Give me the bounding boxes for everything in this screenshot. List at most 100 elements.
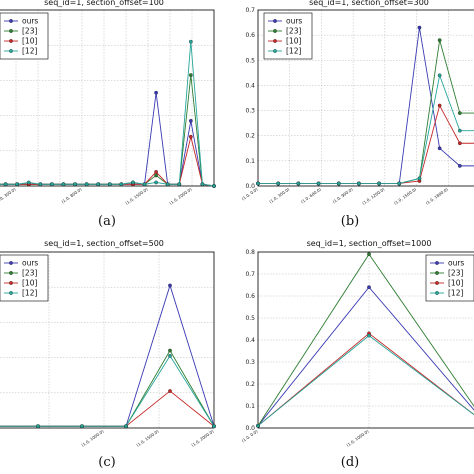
legend-label: [12] (448, 289, 463, 298)
panel-caption-b: (b) (340, 214, 360, 229)
legend-label: [23] (286, 27, 301, 36)
y-tick-label: 0.4 (245, 82, 255, 89)
chart-title: seq_id=1, section_offset=300 (309, 0, 429, 7)
data-point (457, 128, 462, 133)
data-point (61, 182, 66, 187)
data-point (357, 181, 361, 186)
y-tick-label: 0.0 (245, 183, 255, 190)
x-tick-label: (1.0, 600.0) (300, 186, 322, 204)
y-tick-label: 0.1 (245, 403, 255, 410)
data-point (256, 181, 260, 186)
y-tick-label: 0.5 (245, 315, 255, 322)
legend-label: [12] (286, 47, 301, 56)
legend-swatch-marker (9, 49, 13, 53)
data-point (177, 182, 182, 187)
data-point (437, 38, 442, 43)
y-tick-label: 0.4 (245, 337, 255, 344)
legend-label: [12] (22, 289, 37, 298)
series-line-3 (258, 73, 474, 184)
data-point (336, 181, 341, 186)
data-point (367, 333, 371, 338)
panel-caption-a: (a) (98, 214, 116, 229)
legend-swatch-marker (273, 29, 277, 33)
data-point (73, 182, 77, 187)
legend-label: [10] (22, 279, 37, 288)
data-point (96, 182, 101, 187)
series-line-3 (0, 354, 215, 427)
data-point (188, 134, 193, 139)
x-tick-label: (1.0, 800.0) (60, 186, 82, 204)
x-tick-label: (1.0, 1500.0) (135, 428, 160, 447)
legend-label: [23] (22, 269, 37, 278)
legend-swatch-marker (9, 39, 13, 43)
y-tick-label: 0.6 (245, 32, 255, 39)
x-tick-label: (1.0, 1200.0) (361, 186, 386, 205)
data-point (124, 424, 128, 429)
legend-label: ours (22, 259, 38, 268)
data-point (154, 180, 158, 185)
panel-caption-d: (d) (340, 455, 360, 470)
data-point (154, 173, 158, 178)
data-point (276, 181, 281, 186)
y-tick-label: 0.7 (245, 271, 255, 278)
data-point (200, 182, 205, 187)
chart-title: seq_id=1, section_offset=500 (44, 239, 164, 248)
panel-caption-c: (c) (98, 455, 116, 470)
legend-swatch-marker (273, 39, 277, 43)
legend-swatch-marker (9, 261, 13, 265)
y-tick-label: 0.5 (245, 57, 255, 64)
data-point (168, 353, 172, 358)
legend-swatch-marker (273, 49, 277, 53)
legend-swatch-marker (9, 271, 13, 275)
x-tick-label: (1.0, 300.0) (0, 186, 17, 204)
data-point (316, 181, 321, 186)
chart-panel-1: (1.0, 300.0) (1.0, 800.0) (1.0, 1500.0) (1.… (0, 0, 216, 206)
data-point (84, 182, 89, 187)
data-point (36, 424, 40, 429)
chart-panel-2: 0.00.10.20.30.40.50.60.7(1.0, 0.0) (1.0, … (241, 0, 474, 206)
data-point (367, 285, 371, 290)
legend-swatch-marker (9, 281, 13, 285)
data-point (50, 182, 54, 187)
y-tick-label: 0.2 (245, 381, 255, 388)
data-point (437, 146, 442, 151)
legend-label: [10] (22, 37, 37, 46)
chart-title: seq_id=1, section_offset=100 (44, 0, 164, 7)
data-point (80, 424, 84, 429)
data-point (437, 73, 442, 78)
x-tick-label: (1.0, 1000.0) (345, 428, 370, 447)
axes-frame (0, 9, 215, 187)
data-point (38, 182, 43, 187)
legend-label: ours (22, 17, 38, 26)
data-point (131, 180, 135, 185)
legend-label: [12] (22, 47, 37, 56)
x-tick-label: (1.0, 1000.0) (80, 428, 105, 447)
axes-frame (257, 9, 474, 187)
data-point (119, 182, 124, 187)
legend-swatch-marker (9, 291, 13, 295)
legend-label: ours (286, 17, 302, 26)
data-point (417, 25, 422, 30)
chart-panel-4: 0.00.10.20.30.40.50.60.70.8(1.0, 0.0) (1.… (241, 239, 474, 448)
data-point (154, 170, 158, 174)
legend-swatch-marker (9, 29, 13, 33)
data-point (168, 389, 172, 393)
y-tick-label: 0.7 (245, 7, 255, 14)
data-point (212, 184, 216, 188)
data-point (142, 182, 147, 187)
data-point (107, 182, 112, 187)
x-tick-label: (1.0, 1500.0) (393, 186, 418, 205)
legend-swatch-marker (435, 261, 439, 265)
y-tick-label: 0.8 (245, 249, 255, 256)
legend-swatch-marker (435, 291, 439, 295)
y-tick-label: 0.2 (245, 133, 255, 140)
x-tick-label: (1.0, 300.0) (268, 186, 290, 204)
data-point (367, 252, 371, 257)
data-point (188, 119, 193, 123)
data-point (212, 424, 216, 429)
legend-label: [10] (448, 279, 463, 288)
data-point (296, 181, 301, 186)
data-point (168, 283, 172, 288)
series-line-3 (0, 41, 215, 187)
x-tick-label: (1.0, 2000.0) (190, 428, 215, 447)
